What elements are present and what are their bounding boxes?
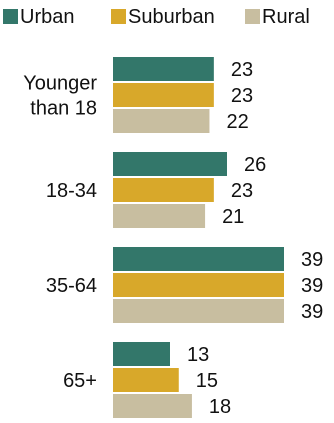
value-label-suburban-18-34: 23 — [231, 180, 253, 202]
bar-suburban-35-64 — [113, 273, 284, 297]
value-labels: 23 23 22 26 23 21 39 39 39 13 15 18 — [187, 59, 323, 418]
legend-label-urban: Urban — [20, 6, 74, 28]
value-label-rural-65: 18 — [209, 396, 231, 418]
bar-urban-65 — [113, 342, 170, 366]
value-label-urban-35-64: 39 — [301, 249, 323, 271]
value-label-urban-18-34: 26 — [244, 154, 266, 176]
value-label-suburban-35-64: 39 — [301, 275, 323, 297]
category-label-35-64: 35-64 — [46, 275, 97, 297]
bar-suburban-65 — [113, 368, 179, 392]
legend-label-rural: Rural — [262, 6, 310, 28]
value-label-suburban-65: 15 — [196, 370, 218, 392]
bar-suburban-18-34 — [113, 178, 214, 202]
value-label-urban-65: 13 — [187, 344, 209, 366]
value-label-urban-younger-than-18: 23 — [231, 59, 253, 81]
category-label-65: 65+ — [63, 370, 97, 392]
value-label-rural-35-64: 39 — [301, 301, 323, 323]
bar-urban-18-34 — [113, 152, 227, 176]
bar-rural-18-34 — [113, 204, 206, 228]
bar-rural-35-64 — [113, 299, 284, 323]
category-label-younger-than-18: Younger — [23, 73, 97, 95]
bar-rural-younger-than-18 — [113, 109, 210, 133]
legend-label-suburban: Suburban — [128, 6, 215, 28]
bar-suburban-younger-than-18 — [113, 83, 214, 107]
legend-swatch-urban — [3, 9, 18, 24]
value-label-rural-younger-than-18: 22 — [226, 111, 248, 133]
category-label-18-34: 18-34 — [46, 180, 97, 202]
value-label-rural-18-34: 21 — [222, 206, 244, 228]
bar-urban-35-64 — [113, 247, 284, 271]
legend-swatch-suburban — [111, 9, 126, 24]
legend: Urban Suburban Rural — [3, 6, 310, 28]
value-label-suburban-younger-than-18: 23 — [231, 85, 253, 107]
bars — [113, 57, 284, 418]
category-labels: Younger than 18 18-34 35-64 65+ — [23, 73, 97, 393]
legend-swatch-rural — [245, 9, 260, 24]
category-label-younger-than-18: than 18 — [30, 98, 97, 120]
bar-urban-younger-than-18 — [113, 57, 214, 81]
bar-rural-65 — [113, 394, 192, 418]
